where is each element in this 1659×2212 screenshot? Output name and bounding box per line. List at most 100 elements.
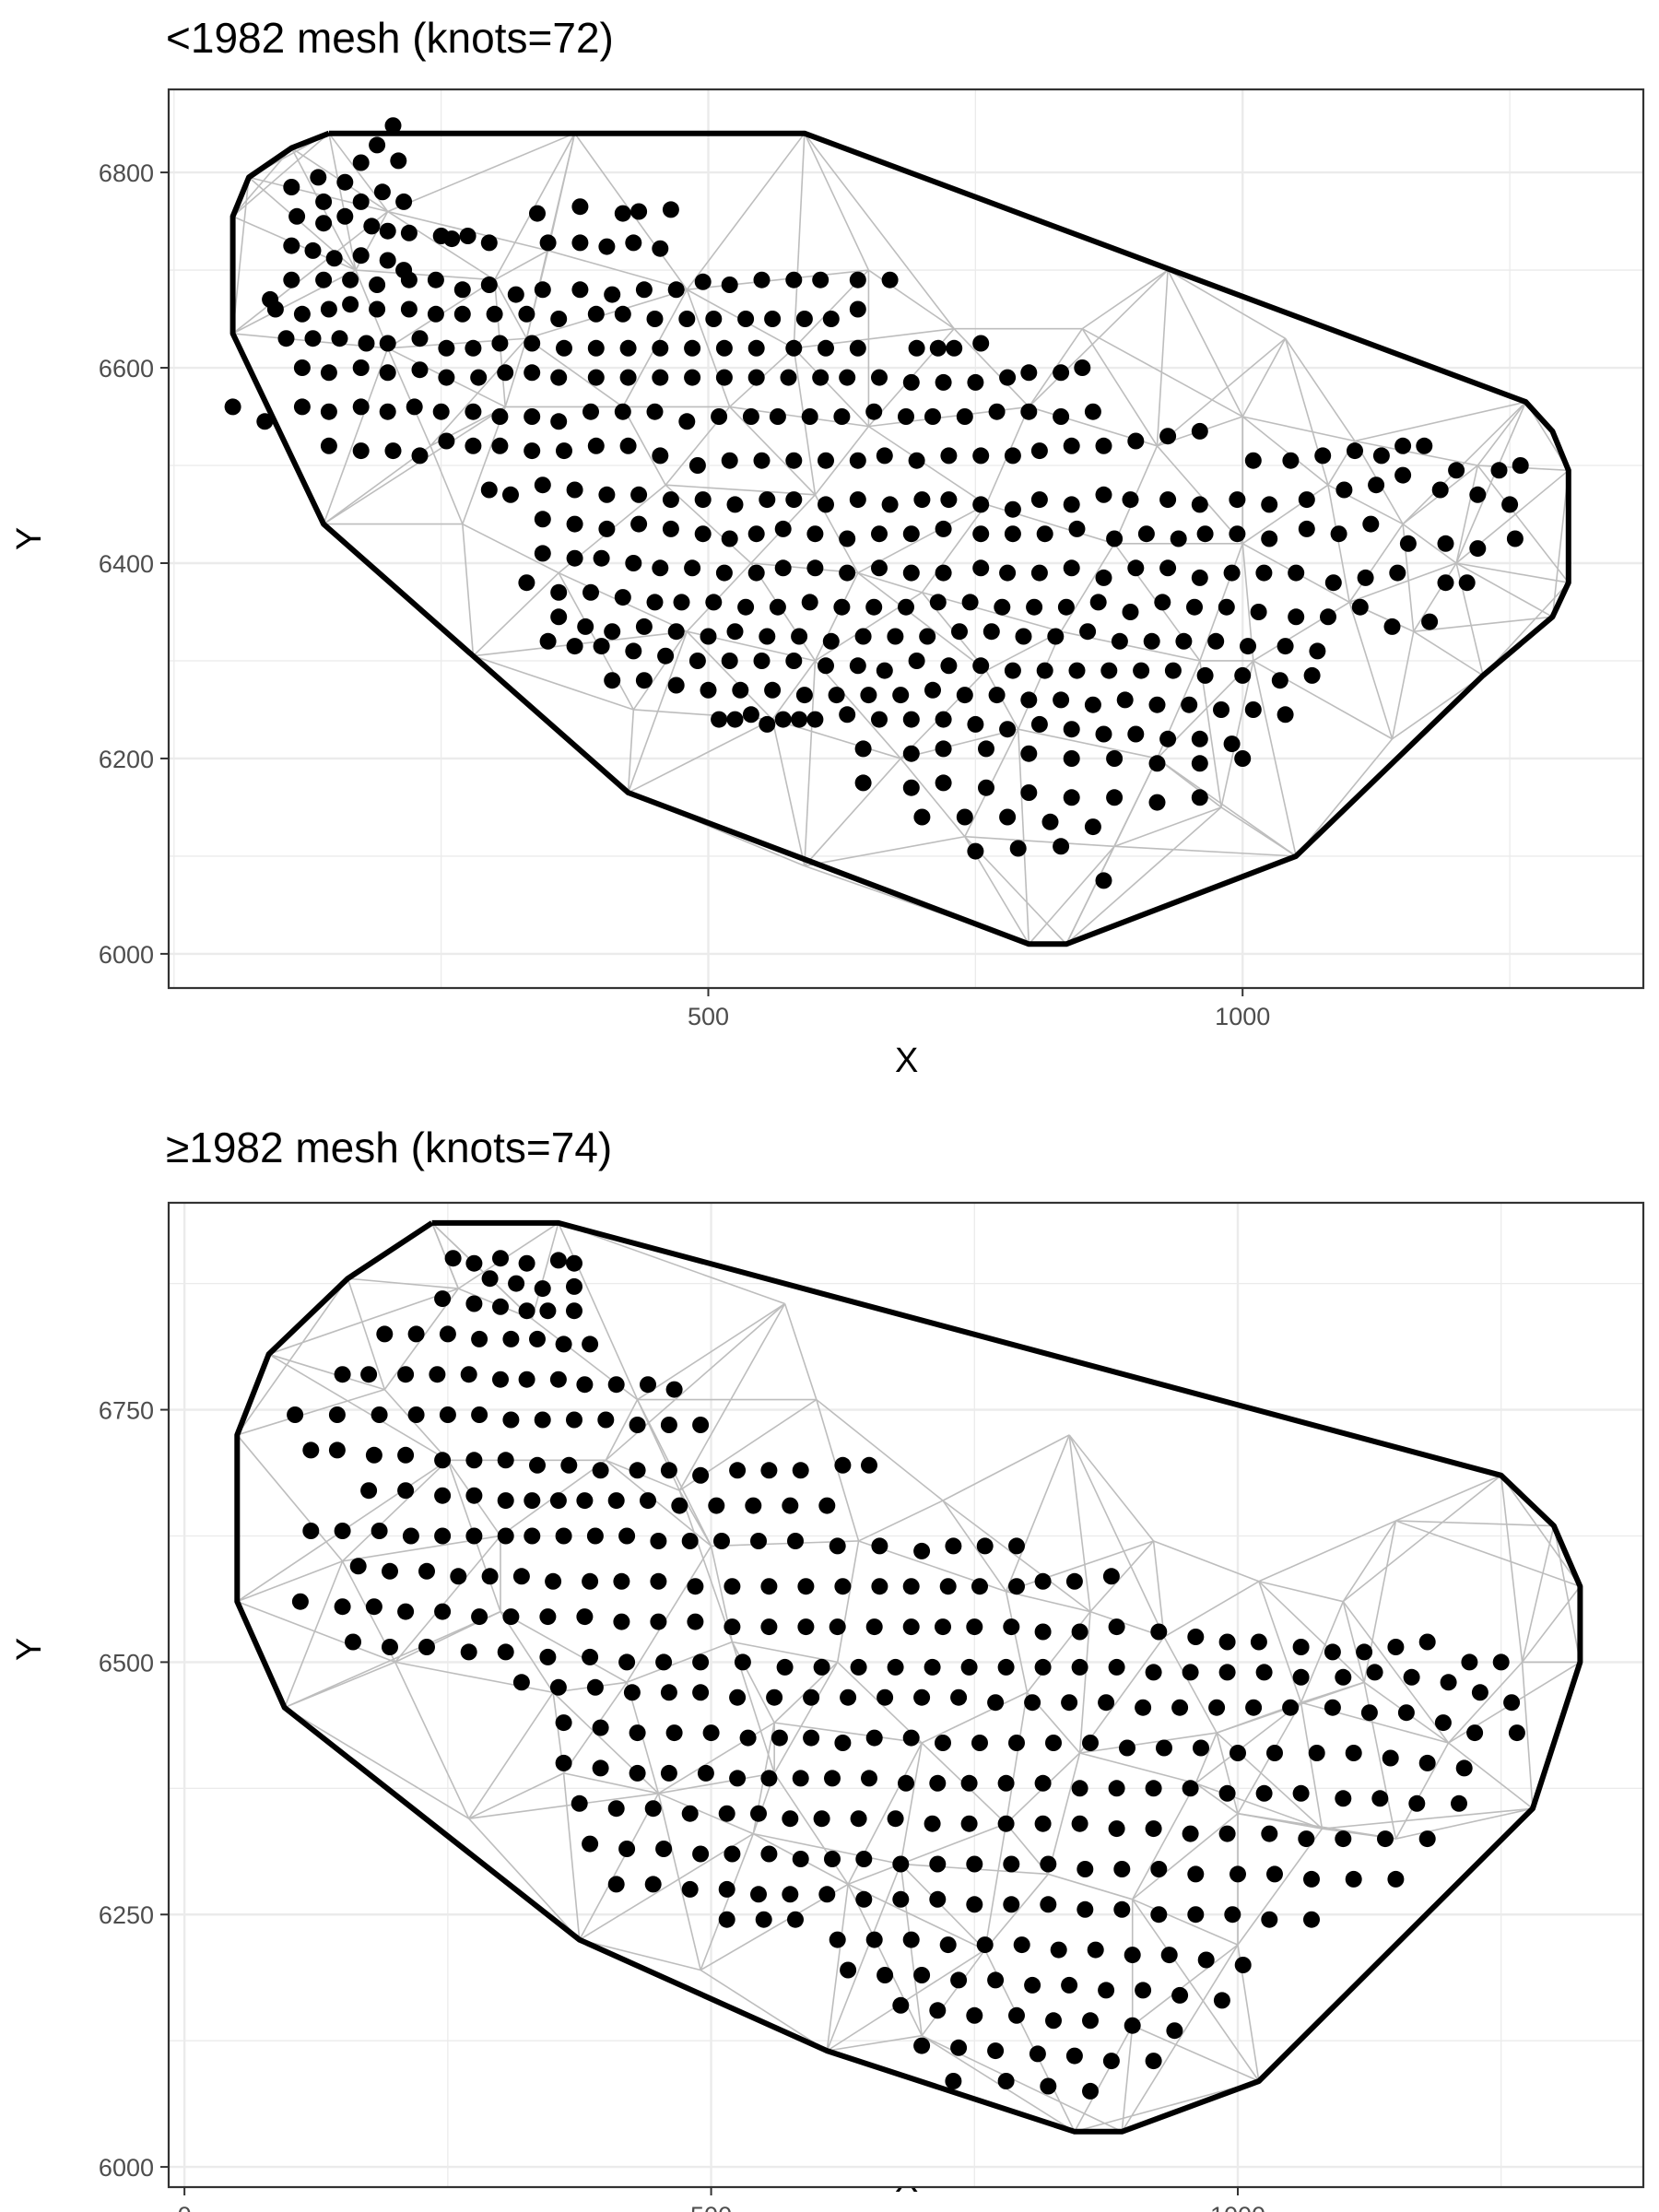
mesh-edge: [665, 406, 731, 486]
data-point: [1030, 491, 1048, 509]
data-point: [587, 437, 605, 454]
data-point: [597, 1411, 615, 1429]
data-point: [824, 1770, 841, 1787]
mesh-edge: [900, 1863, 986, 1951]
data-point: [1026, 598, 1043, 616]
data-point: [687, 1578, 704, 1595]
mesh-edge: [558, 484, 666, 574]
mesh-edge: [900, 1822, 1006, 1865]
data-point: [818, 657, 834, 675]
mesh-edge: [1253, 660, 1297, 857]
mesh-edge: [1253, 601, 1350, 662]
data-point: [1164, 662, 1182, 679]
data-point: [1250, 1633, 1267, 1651]
data-point: [929, 1890, 947, 1908]
y-tick-label: 6000: [99, 941, 154, 969]
data-point: [1068, 662, 1086, 679]
data-point: [660, 1764, 677, 1782]
data-point: [871, 1537, 888, 1555]
mesh-edge: [1065, 758, 1159, 945]
data-point: [571, 234, 589, 252]
mesh-edge: [472, 572, 559, 657]
data-point: [908, 653, 925, 669]
data-point: [785, 452, 803, 469]
mesh-edge: [1113, 758, 1159, 847]
data-point: [776, 1658, 794, 1676]
data-point: [1013, 1936, 1030, 1954]
data-point: [877, 1688, 894, 1706]
data-point: [434, 1487, 452, 1504]
y-tick-label: 6800: [99, 159, 154, 187]
data-point: [1234, 750, 1252, 767]
data-point: [349, 1558, 367, 1575]
data-point: [512, 1568, 530, 1585]
mesh-edge: [942, 1500, 1007, 1593]
data-point: [439, 1406, 456, 1423]
data-point: [1277, 638, 1294, 655]
data-point: [481, 1568, 499, 1585]
data-point: [892, 1996, 910, 2014]
data-point: [460, 1643, 477, 1661]
data-point: [1292, 1668, 1310, 1686]
data-point: [1170, 530, 1187, 547]
data-point: [315, 193, 333, 210]
data-point: [705, 594, 723, 611]
data-point: [524, 1527, 541, 1545]
data-point: [913, 808, 931, 826]
mesh-edge: [1216, 1701, 1301, 1734]
data-point: [1182, 1825, 1199, 1842]
data-point: [1057, 598, 1075, 616]
mesh-edge: [236, 1459, 449, 1603]
data-point: [1229, 525, 1246, 543]
data-point: [369, 300, 386, 318]
mesh-edge: [387, 132, 575, 213]
mesh-edge: [1395, 1520, 1581, 1587]
data-point: [902, 779, 920, 796]
data-point: [352, 154, 370, 171]
data-point: [224, 398, 241, 416]
data-point: [629, 1764, 646, 1782]
data-point: [1004, 447, 1021, 465]
data-point: [1223, 735, 1241, 753]
data-point: [865, 1931, 883, 1948]
data-point: [1061, 1694, 1078, 1712]
data-point: [839, 369, 856, 386]
data-point: [971, 1578, 988, 1595]
data-point: [849, 271, 866, 288]
data-point: [913, 2037, 931, 2054]
data-point: [402, 1527, 419, 1545]
mesh-edge: [658, 1793, 754, 1835]
mesh-edge: [494, 250, 548, 281]
data-point: [840, 1688, 857, 1706]
data-point: [1068, 520, 1086, 537]
data-point: [629, 1417, 646, 1433]
data-point: [1020, 745, 1038, 762]
data-point: [434, 1452, 452, 1469]
data-point: [1030, 564, 1048, 582]
data-point: [576, 1492, 594, 1510]
data-point: [935, 740, 952, 758]
data-point: [1145, 1820, 1162, 1838]
data-point: [379, 403, 396, 420]
mesh-edge: [1237, 1944, 1260, 2082]
data-point: [1394, 466, 1412, 484]
data-point: [650, 1572, 667, 1590]
data-point: [774, 559, 792, 577]
data-point: [342, 271, 359, 288]
mesh-edge: [1065, 806, 1222, 945]
data-point: [1119, 1739, 1135, 1757]
data-point: [652, 369, 669, 386]
data-point: [935, 1618, 951, 1636]
data-point: [328, 1441, 346, 1459]
data-point: [1314, 447, 1332, 465]
data-point: [1127, 725, 1145, 743]
data-point: [1040, 2077, 1057, 2095]
data-point: [724, 1578, 741, 1595]
data-point: [411, 447, 429, 465]
x-tick-label: 500: [690, 2202, 732, 2212]
data-point: [1053, 691, 1070, 709]
data-point: [785, 653, 803, 669]
data-point: [465, 1487, 483, 1504]
data-point: [1030, 715, 1048, 733]
data-point: [1082, 2012, 1099, 2030]
